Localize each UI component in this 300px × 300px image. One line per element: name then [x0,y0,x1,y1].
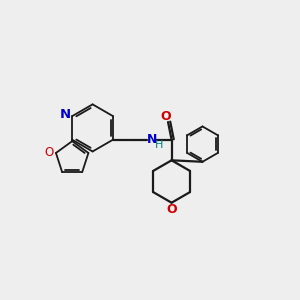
Text: O: O [167,203,177,216]
Text: O: O [160,110,171,123]
Text: O: O [45,146,54,160]
Text: N: N [147,133,157,146]
Text: H: H [155,140,163,150]
Text: N: N [60,108,71,121]
